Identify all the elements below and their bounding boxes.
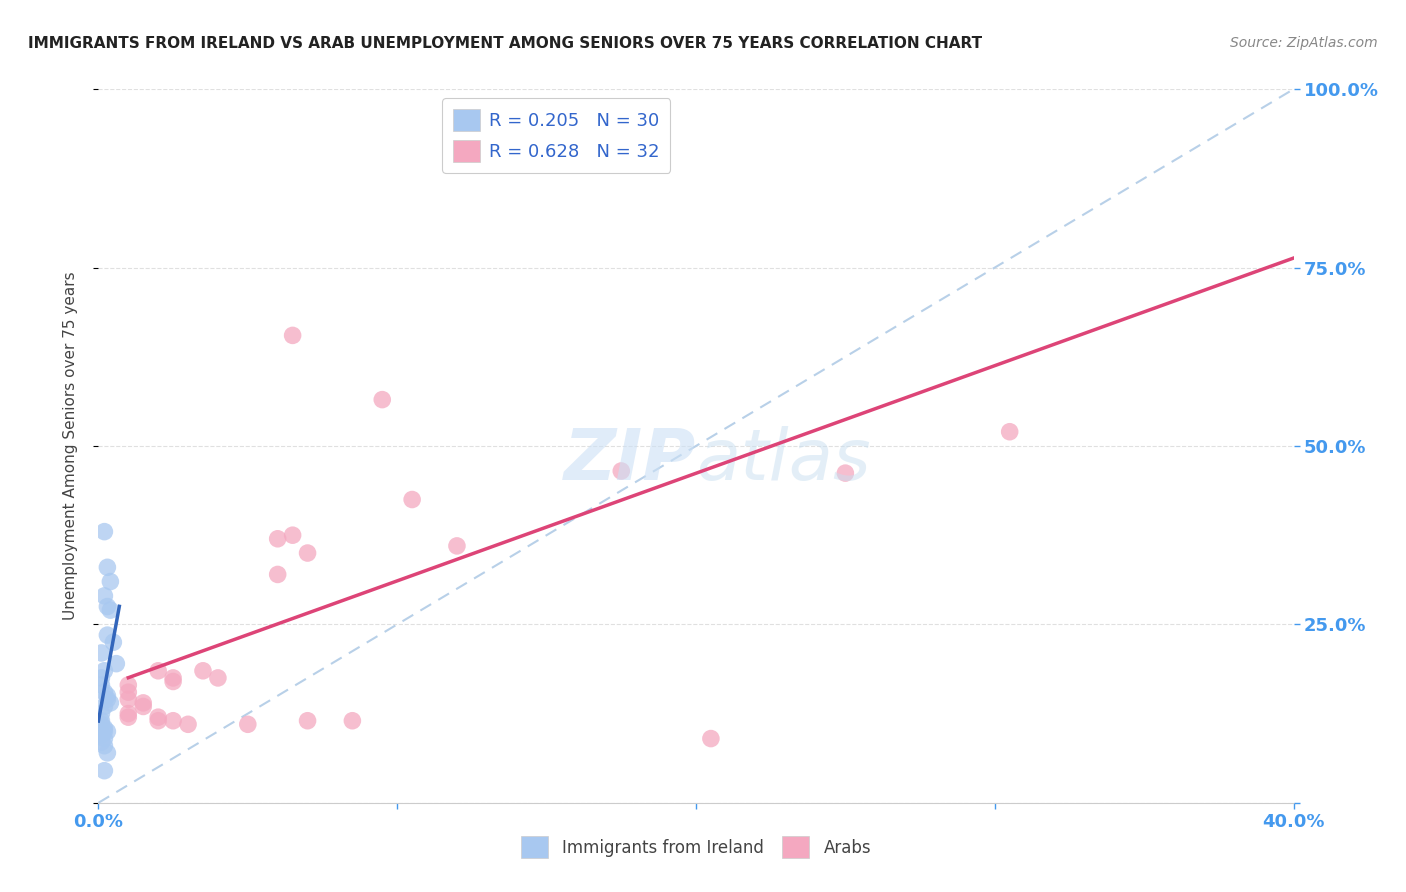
Point: [550, 157, 572, 171]
Point: [177, 717, 200, 731]
Point: [117, 710, 139, 724]
Point: [96, 724, 118, 739]
Point: [342, 714, 364, 728]
Point: [96, 746, 118, 760]
Point: [148, 710, 170, 724]
Point: [90, 735, 112, 749]
Point: [148, 714, 170, 728]
Legend: Immigrants from Ireland, Arabs: Immigrants from Ireland, Arabs: [513, 829, 879, 865]
Point: [281, 328, 304, 343]
Point: [297, 714, 319, 728]
Point: [834, 466, 856, 480]
Point: [297, 546, 319, 560]
Point: [162, 674, 184, 689]
Point: [401, 492, 423, 507]
Point: [267, 532, 290, 546]
Text: IMMIGRANTS FROM IRELAND VS ARAB UNEMPLOYMENT AMONG SENIORS OVER 75 YEARS CORRELA: IMMIGRANTS FROM IRELAND VS ARAB UNEMPLOY…: [28, 36, 983, 51]
Point: [93, 739, 115, 753]
Y-axis label: Unemployment Among Seniors over 75 years: Unemployment Among Seniors over 75 years: [63, 272, 77, 620]
Point: [100, 696, 122, 710]
Point: [93, 699, 115, 714]
Point: [90, 728, 112, 742]
Point: [148, 664, 170, 678]
Point: [162, 714, 184, 728]
Point: [998, 425, 1021, 439]
Point: [100, 603, 122, 617]
Point: [93, 589, 115, 603]
Text: atlas: atlas: [696, 425, 870, 495]
Point: [90, 646, 112, 660]
Point: [90, 714, 112, 728]
Point: [117, 685, 139, 699]
Text: Source: ZipAtlas.com: Source: ZipAtlas.com: [1230, 36, 1378, 50]
Point: [96, 689, 118, 703]
Point: [96, 628, 118, 642]
Point: [132, 696, 155, 710]
Point: [96, 599, 118, 614]
Point: [93, 731, 115, 746]
Point: [93, 724, 115, 739]
Point: [132, 699, 155, 714]
Point: [105, 657, 128, 671]
Point: [93, 524, 115, 539]
Point: [96, 560, 118, 574]
Point: [90, 678, 112, 692]
Point: [700, 731, 723, 746]
Point: [446, 539, 468, 553]
Point: [207, 671, 229, 685]
Point: [117, 692, 139, 706]
Text: ZIP: ZIP: [564, 425, 696, 495]
Point: [90, 671, 112, 685]
Point: [162, 671, 184, 685]
Point: [236, 717, 259, 731]
Point: [117, 678, 139, 692]
Point: [93, 721, 115, 735]
Point: [93, 764, 115, 778]
Point: [93, 664, 115, 678]
Point: [93, 685, 115, 699]
Point: [371, 392, 394, 407]
Point: [267, 567, 290, 582]
Point: [117, 706, 139, 721]
Point: [191, 664, 214, 678]
Point: [96, 692, 118, 706]
Point: [90, 717, 112, 731]
Point: [90, 706, 112, 721]
Point: [610, 464, 633, 478]
Point: [103, 635, 125, 649]
Point: [281, 528, 304, 542]
Point: [100, 574, 122, 589]
